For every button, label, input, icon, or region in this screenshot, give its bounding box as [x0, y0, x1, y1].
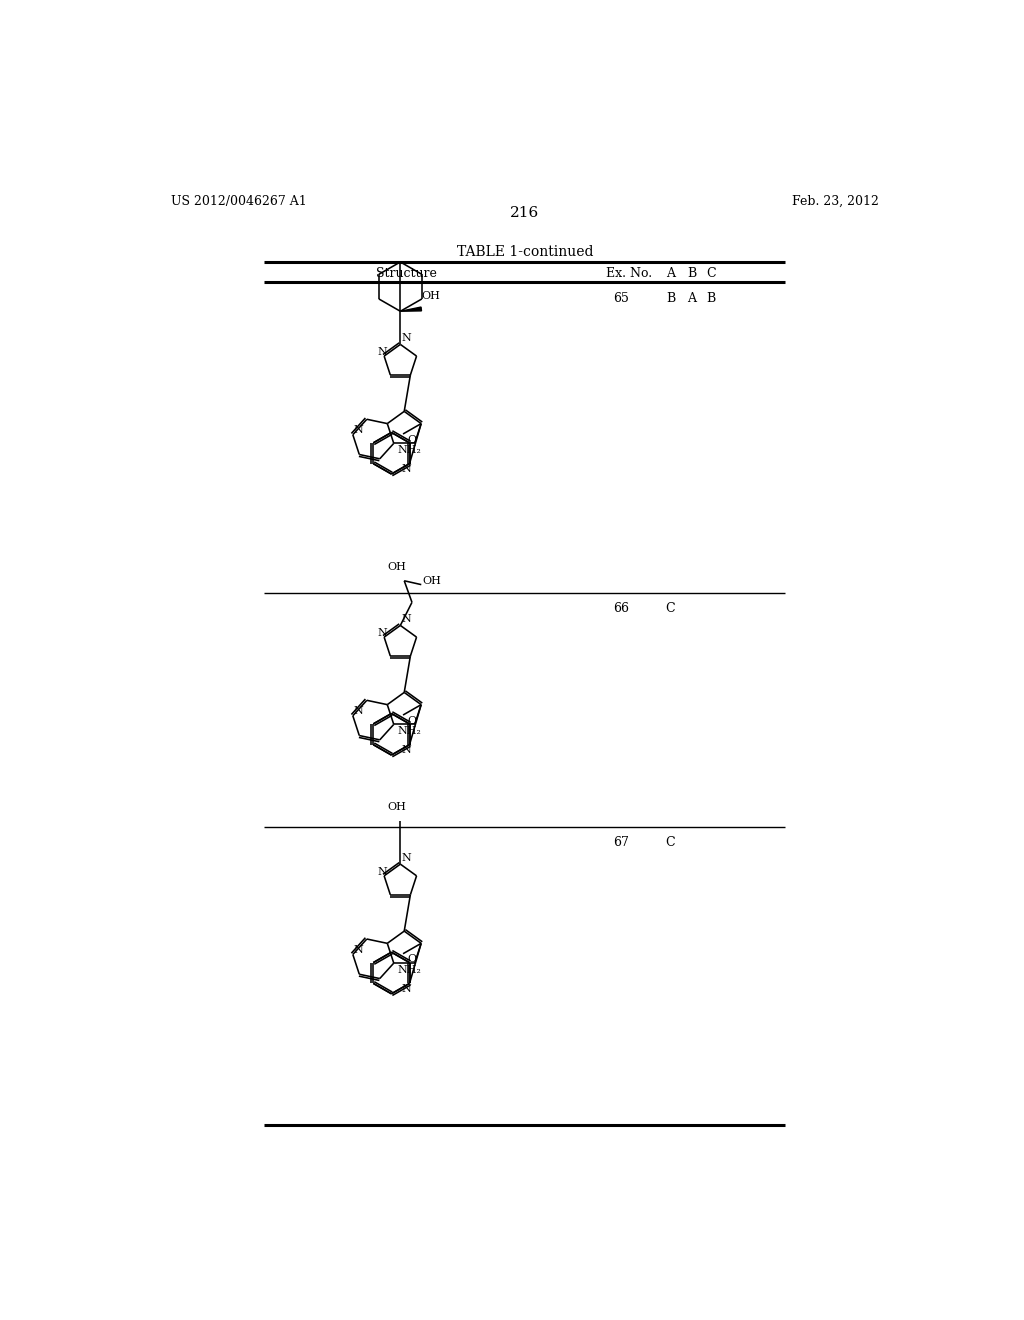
Text: 66: 66 — [613, 602, 629, 615]
Text: N: N — [401, 746, 412, 755]
Text: 216: 216 — [510, 206, 540, 220]
Text: C: C — [666, 602, 675, 615]
Text: N: N — [353, 706, 364, 717]
Text: NH₂: NH₂ — [397, 445, 422, 455]
Text: A: A — [687, 293, 696, 305]
Text: N: N — [353, 945, 364, 954]
Text: OH: OH — [421, 292, 440, 301]
Text: US 2012/0046267 A1: US 2012/0046267 A1 — [171, 194, 306, 207]
Text: Structure: Structure — [376, 267, 437, 280]
Text: A: A — [666, 267, 675, 280]
Text: N: N — [401, 465, 412, 474]
Text: C: C — [666, 836, 675, 849]
Text: 65: 65 — [613, 293, 629, 305]
Text: C: C — [706, 267, 716, 280]
Text: N: N — [401, 853, 411, 863]
Text: OH: OH — [422, 576, 441, 586]
Text: B: B — [687, 267, 696, 280]
Text: N: N — [401, 614, 411, 624]
Text: B: B — [666, 293, 675, 305]
Text: Ex. No.: Ex. No. — [606, 267, 652, 280]
Text: N: N — [401, 985, 412, 994]
Text: O: O — [407, 954, 416, 965]
Text: N: N — [401, 333, 411, 343]
Text: N: N — [377, 347, 387, 358]
Text: NH₂: NH₂ — [397, 726, 422, 737]
Text: O: O — [407, 434, 416, 445]
Polygon shape — [400, 308, 422, 312]
Text: B: B — [707, 293, 716, 305]
Text: N: N — [353, 425, 364, 436]
Text: OH: OH — [387, 801, 406, 812]
Text: 67: 67 — [613, 836, 629, 849]
Text: N: N — [377, 628, 387, 639]
Text: N: N — [377, 867, 387, 876]
Text: Feb. 23, 2012: Feb. 23, 2012 — [793, 194, 879, 207]
Text: TABLE 1-continued: TABLE 1-continued — [457, 244, 593, 259]
Text: NH₂: NH₂ — [397, 965, 422, 974]
Text: OH: OH — [387, 561, 406, 572]
Text: O: O — [407, 715, 416, 726]
